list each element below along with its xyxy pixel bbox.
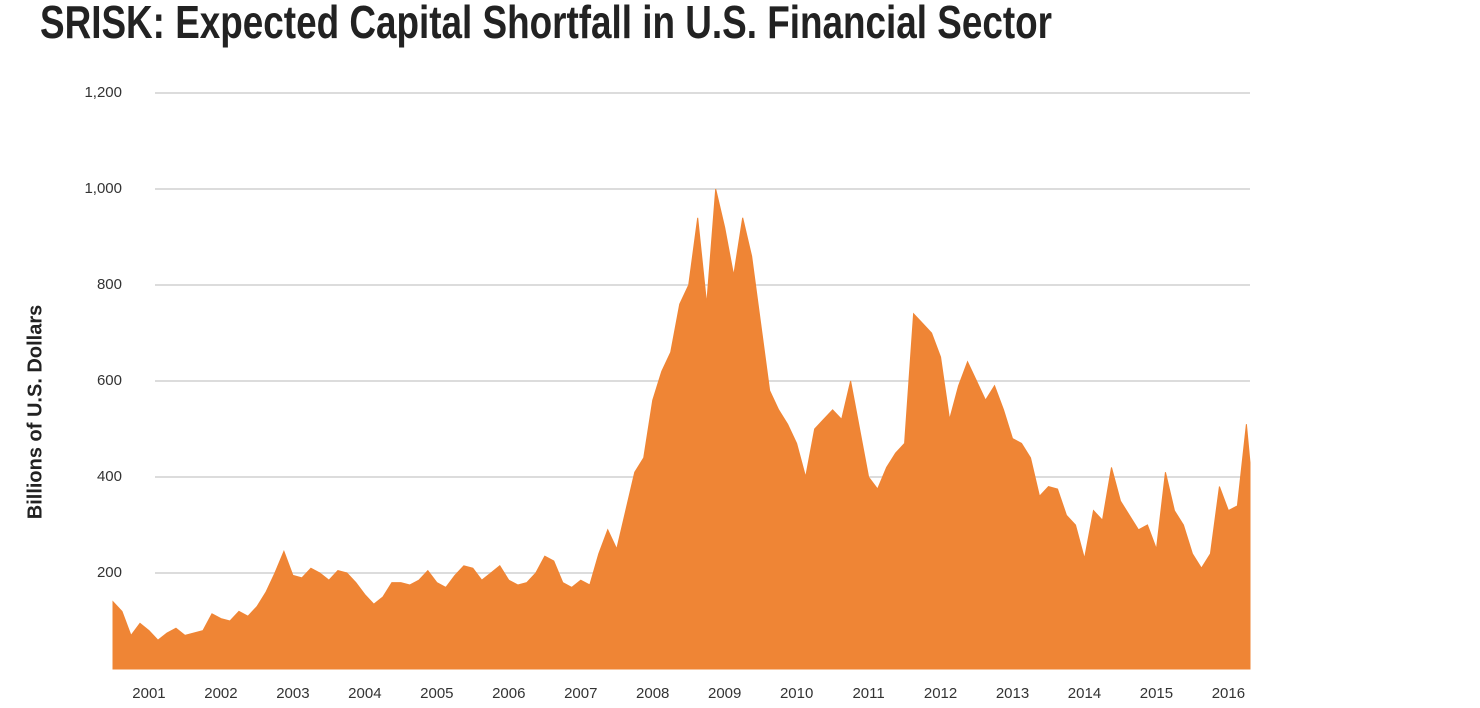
x-tick-label: 2009: [708, 685, 741, 702]
x-tick-label: 2001: [132, 685, 165, 702]
x-tick-label: 2008: [636, 685, 669, 702]
x-tick-label: 2010: [780, 685, 813, 702]
x-tick-label: 2002: [204, 685, 237, 702]
x-tick-label: 2016: [1212, 685, 1245, 702]
x-tick-label: 2013: [996, 685, 1029, 702]
x-tick-label: 2004: [348, 685, 381, 702]
x-tick-label: 2015: [1140, 685, 1173, 702]
y-tick-label: 1,200: [84, 84, 122, 101]
area: [112, 188, 1251, 670]
y-tick-label: 600: [97, 372, 122, 389]
x-tick-label: 2003: [276, 685, 309, 702]
y-tick-label: 400: [97, 468, 122, 485]
y-tick-label: 800: [97, 276, 122, 293]
x-tick-label: 2014: [1068, 685, 1101, 702]
x-tick-label: 2011: [852, 685, 884, 702]
x-tick-label: 2007: [564, 685, 597, 702]
y-tick-label: 1,000: [84, 180, 122, 197]
x-tick-label: 2005: [420, 685, 453, 702]
y-axis-label: Billions of U.S. Dollars: [24, 305, 46, 519]
y-tick-label: 200: [97, 564, 122, 581]
chart-title: SRISK: Expected Capital Shortfall in U.S…: [40, 0, 1052, 48]
x-tick-label: 2012: [924, 685, 957, 702]
x-tick-label: 2006: [492, 685, 525, 702]
